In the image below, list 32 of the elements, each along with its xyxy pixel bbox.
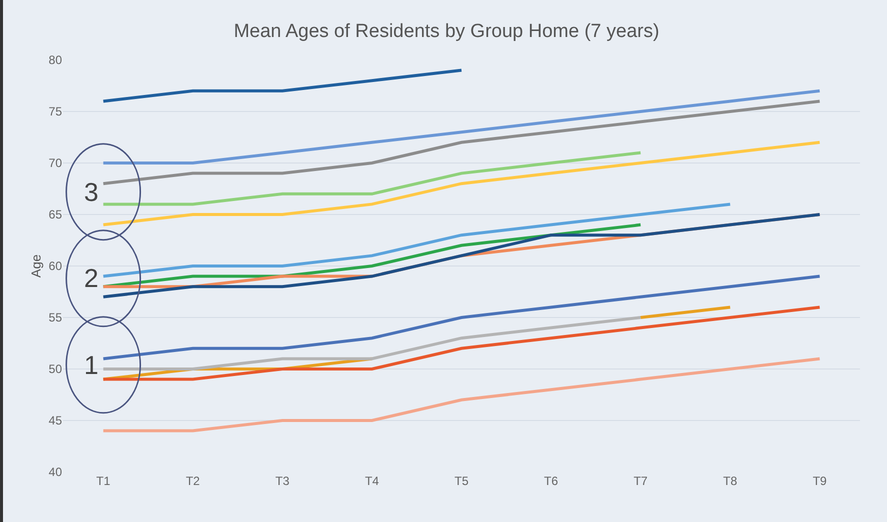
x-tick-label: T5 <box>454 474 469 488</box>
y-axis-title: Age <box>28 254 44 278</box>
line-series <box>102 274 822 360</box>
x-tick-label: T7 <box>634 474 648 488</box>
y-tick-label: 60 <box>48 259 62 274</box>
line-series <box>102 100 822 186</box>
line-series <box>102 202 732 278</box>
y-tick-label: 55 <box>48 310 62 325</box>
y-tick-label: 75 <box>48 104 62 119</box>
x-tick-label: T9 <box>812 474 828 488</box>
line-series <box>102 89 822 164</box>
y-tick-label: 65 <box>48 208 62 222</box>
y-tick-label: 80 <box>48 53 62 68</box>
line-series <box>102 357 822 432</box>
x-tick-label: T2 <box>186 474 200 488</box>
annotation: 2 <box>84 263 98 293</box>
line-series <box>102 68 463 103</box>
y-tick-label: 45 <box>48 414 62 428</box>
annotation: 1 <box>84 350 98 380</box>
x-tick-label: T8 <box>723 474 738 488</box>
chart-title: Mean Ages of Residents by Group Home (7 years) <box>234 20 660 42</box>
annotation: 3 <box>84 177 98 207</box>
line-series <box>102 151 642 206</box>
x-tick-label: T4 <box>364 474 380 488</box>
line-series <box>102 316 642 370</box>
y-tick-label: 50 <box>48 362 62 376</box>
y-tick-label: 40 <box>48 465 62 480</box>
x-tick-label: T3 <box>275 474 290 488</box>
x-tick-label: T6 <box>544 474 558 488</box>
line-series <box>102 140 822 226</box>
y-tick-label: 70 <box>48 156 62 170</box>
x-tick-label: T1 <box>96 474 111 488</box>
